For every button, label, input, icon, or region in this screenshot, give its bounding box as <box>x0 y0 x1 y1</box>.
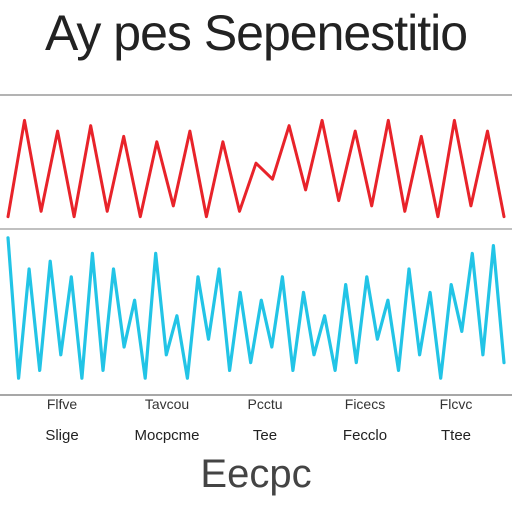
x-tick-label-row1-5: Flcvc <box>440 396 473 412</box>
x-tick-label-row2-2: Mocpcme <box>134 427 199 444</box>
series-line-1 <box>6 118 506 219</box>
x-tick-label-row1-2: Tavcou <box>145 396 189 412</box>
x-tick-label-row1-4: Ficecs <box>345 396 385 412</box>
series-line-2 <box>6 236 506 380</box>
x-tick-labels-row2: Slige Mocpcme Tee Fecclo Ttee <box>45 427 471 444</box>
x-tick-label-row2-5: Ttee <box>441 427 471 444</box>
x-tick-label-row2-3: Tee <box>253 427 277 444</box>
x-tick-label-row1-3: Pcctu <box>247 396 282 412</box>
x-tick-label-row1-1: Flfve <box>47 396 78 412</box>
x-axis-label: Eecpc <box>200 452 312 496</box>
x-tick-labels-row1: Flfve Tavcou Pcctu Ficecs Flcvc <box>47 396 473 412</box>
chart-title: Ay pes Sepenestitio <box>44 5 468 61</box>
x-tick-label-row2-1: Slige <box>45 427 78 444</box>
series-layer <box>6 118 506 380</box>
x-tick-label-row2-4: Fecclo <box>343 427 387 444</box>
